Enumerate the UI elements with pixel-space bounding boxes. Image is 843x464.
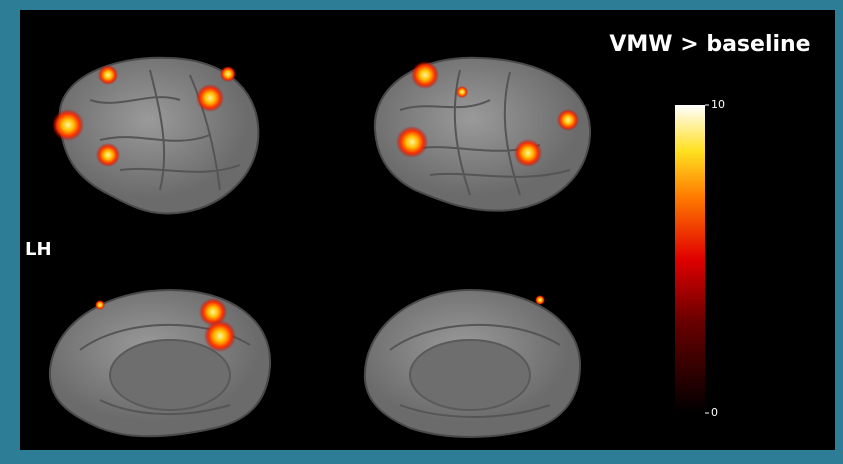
activation-blobs (52, 61, 579, 352)
colorbar-tick-label: 10 (711, 98, 725, 111)
colorbar-ticks: 0 10 (705, 98, 725, 419)
colorbar-tick-label: 0 (711, 406, 718, 419)
colorbar (675, 105, 705, 413)
figure-title: VMW > baseline (609, 32, 810, 57)
hemisphere-label: LH (25, 239, 52, 260)
